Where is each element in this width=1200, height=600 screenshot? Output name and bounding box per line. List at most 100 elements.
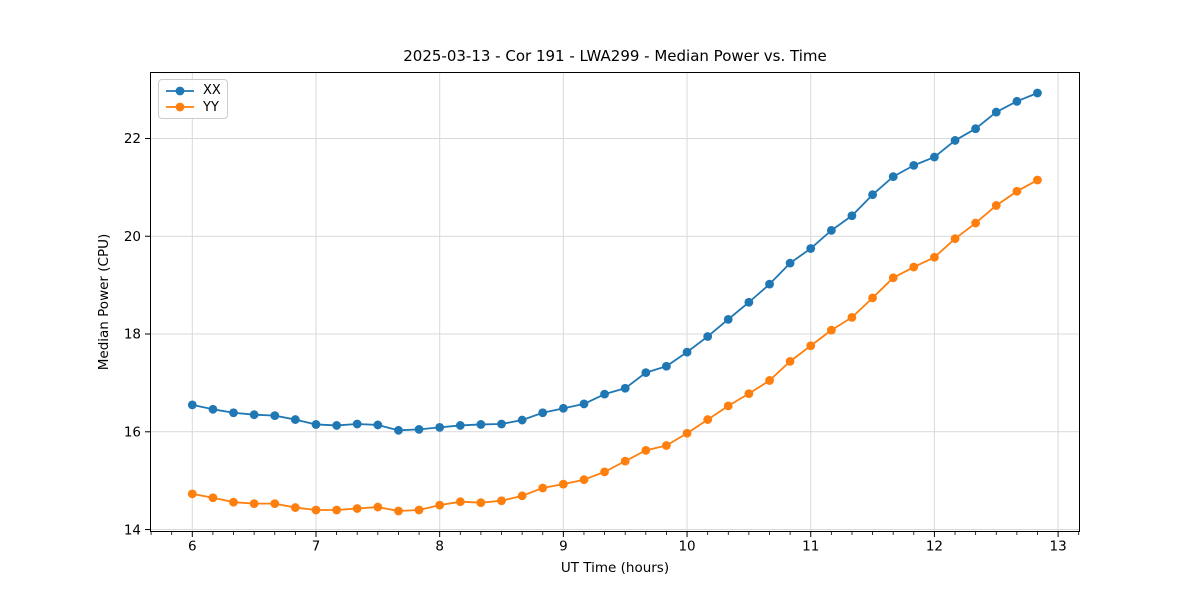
legend-label-XX: XX	[203, 83, 221, 99]
series-marker-XX	[229, 408, 238, 418]
series-marker-YY	[785, 356, 795, 366]
series-marker-YY	[888, 273, 898, 283]
y-tick-label: 14	[124, 522, 141, 538]
series-marker-YY	[991, 201, 1001, 210]
series-marker-XX	[888, 172, 898, 182]
series-marker-XX	[950, 136, 960, 145]
series-marker-XX	[744, 297, 754, 307]
series-marker-XX	[909, 160, 919, 170]
x-tick-label: 6	[188, 539, 197, 555]
series-line-XX	[192, 92, 1038, 432]
series-marker-YY	[950, 234, 960, 244]
series-marker-YY	[744, 389, 754, 399]
series-marker-XX	[497, 419, 506, 429]
series-marker-YY	[826, 325, 836, 335]
series-marker-XX	[270, 411, 280, 421]
axes-spines	[150, 72, 1080, 532]
series-marker-XX	[847, 211, 857, 221]
series-line-YY	[192, 179, 1038, 512]
series-marker-XX	[311, 420, 321, 429]
series-marker-YY	[290, 503, 300, 512]
y-tick-label: 16	[124, 424, 141, 440]
series-marker-XX	[352, 419, 362, 429]
series-marker-XX	[991, 107, 1001, 117]
legend-item-XX: XX	[165, 83, 221, 99]
series-marker-YY	[971, 218, 981, 228]
series-marker-XX	[538, 408, 548, 418]
series-marker-XX	[394, 425, 403, 435]
series-marker-XX	[765, 279, 774, 289]
series-marker-YY	[579, 475, 589, 485]
legend-sample-YY	[166, 102, 194, 112]
series-marker-XX	[558, 403, 568, 413]
series-marker-XX	[682, 347, 692, 357]
series-marker-XX	[373, 420, 383, 430]
series-marker-YY	[249, 499, 259, 509]
series-marker-XX	[703, 332, 713, 341]
series-marker-YY	[703, 415, 713, 424]
x-tick-label: 10	[678, 539, 695, 555]
series-marker-YY	[373, 502, 383, 512]
series-marker-YY	[847, 312, 857, 322]
series-marker-XX	[435, 422, 445, 432]
series-marker-XX	[826, 225, 836, 235]
series-marker-XX	[414, 424, 424, 434]
series-marker-YY	[1012, 186, 1022, 196]
x-axis-label: UT Time (hours)	[560, 560, 670, 576]
legend-sample-XX	[166, 86, 194, 96]
series-marker-XX	[249, 410, 259, 420]
series-marker-XX	[971, 124, 981, 134]
series-marker-XX	[208, 404, 218, 414]
series-marker-XX	[290, 415, 300, 424]
series-marker-YY	[723, 401, 733, 411]
series-marker-XX	[723, 314, 733, 324]
series-marker-XX	[1012, 96, 1022, 106]
series-marker-YY	[270, 499, 280, 509]
series-marker-YY	[930, 252, 939, 262]
x-tick-label: 12	[926, 539, 943, 555]
series-marker-XX	[455, 421, 465, 430]
x-tick-label: 11	[802, 539, 819, 555]
series-marker-YY	[868, 293, 877, 303]
series-marker-YY	[352, 504, 362, 513]
legend-label-YY: YY	[203, 99, 219, 115]
series-marker-YY	[661, 441, 671, 450]
plot-area: 6 7 8 9 10 11 12 13 14 16 18 20 22	[124, 72, 1080, 555]
x-tick-label: 8	[435, 539, 444, 555]
legend: XX YY	[158, 79, 228, 119]
series-marker-YY	[332, 505, 342, 515]
series-marker-YY	[765, 376, 774, 385]
series-marker-YY	[311, 505, 321, 515]
x-tick-label: 7	[312, 539, 321, 555]
y-axis-label: Median Power (CPU)	[96, 233, 112, 371]
series-marker-YY	[909, 262, 919, 272]
series-marker-XX	[1033, 88, 1042, 98]
series-marker-XX	[641, 368, 651, 378]
series-marker-XX	[476, 420, 486, 429]
series-marker-YY	[476, 498, 486, 508]
series-marker-XX	[785, 258, 795, 268]
series-marker-XX	[517, 415, 527, 425]
series-marker-XX	[332, 421, 342, 430]
series-marker-XX	[661, 361, 671, 371]
x-tick-label: 13	[1050, 539, 1067, 555]
x-tick-label: 9	[559, 539, 568, 555]
series-marker-YY	[435, 500, 445, 510]
y-tick-label: 18	[124, 327, 141, 343]
series-marker-XX	[620, 383, 630, 393]
series-marker-YY	[497, 496, 506, 506]
series-marker-YY	[229, 497, 238, 507]
series-marker-YY	[187, 489, 197, 499]
series-marker-XX	[600, 389, 609, 399]
series-marker-YY	[600, 467, 609, 477]
series-marker-XX	[579, 399, 589, 409]
series-marker-XX	[930, 152, 939, 162]
series-marker-XX	[187, 400, 197, 410]
chart-title: 2025-03-13 - Cor 191 - LWA299 - Median P…	[403, 47, 827, 65]
series-marker-YY	[394, 506, 403, 516]
series-marker-YY	[538, 483, 548, 493]
series-marker-YY	[1033, 175, 1042, 185]
series-marker-YY	[682, 428, 692, 438]
series-marker-YY	[517, 491, 527, 501]
